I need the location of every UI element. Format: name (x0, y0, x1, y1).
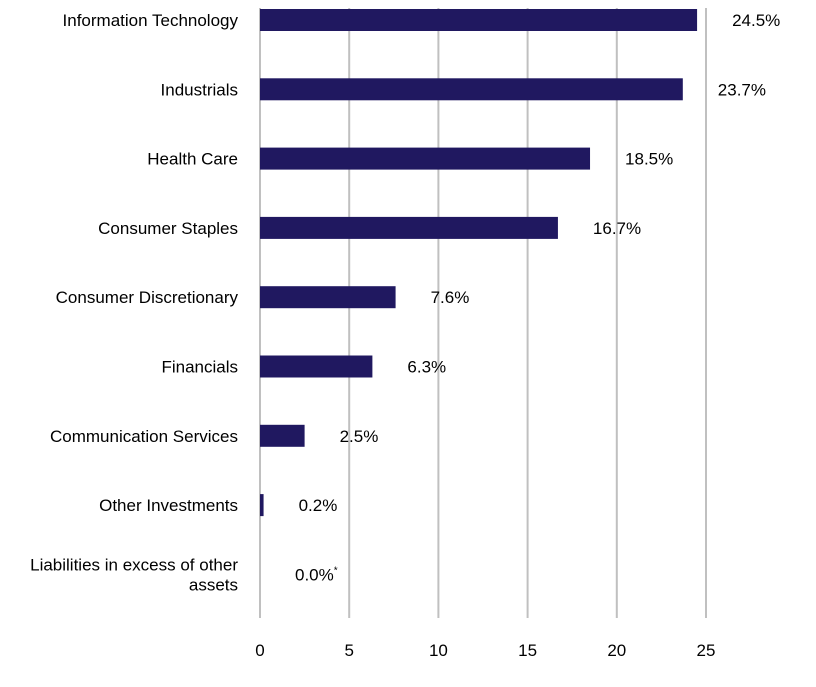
data-label: 0.2% (299, 496, 338, 515)
bar (260, 424, 305, 447)
category-label: Liabilities in excess of other assets (30, 555, 238, 594)
bar (260, 494, 264, 517)
data-label: 2.5% (340, 427, 379, 446)
data-label: 16.7% (593, 219, 641, 238)
bar (260, 355, 373, 378)
data-label: 6.3% (407, 358, 446, 377)
x-tick-label: 10 (429, 641, 448, 660)
category-label: Financials (161, 358, 238, 377)
data-label: 0.0%* (295, 565, 338, 584)
bar (260, 78, 683, 101)
category-label: Health Care (147, 150, 238, 169)
category-label: Consumer Discretionary (56, 288, 239, 307)
data-label: 24.5% (732, 11, 780, 30)
bar (260, 147, 591, 170)
x-tick-label: 5 (344, 641, 353, 660)
category-label: Consumer Staples (98, 219, 238, 238)
data-label: 23.7% (718, 80, 766, 99)
x-tick-label: 0 (255, 641, 264, 660)
data-label: 18.5% (625, 150, 673, 169)
x-tick-label: 20 (607, 641, 626, 660)
bar (260, 216, 558, 239)
category-label: Information Technology (63, 11, 239, 30)
bar (260, 9, 698, 31)
x-tick-label: 15 (518, 641, 537, 660)
data-label: 7.6% (431, 288, 470, 307)
category-label: Other Investments (99, 496, 238, 515)
category-label: Industrials (161, 80, 238, 99)
category-label: Communication Services (50, 427, 238, 446)
bar (260, 286, 396, 309)
x-tick-label: 25 (697, 641, 716, 660)
